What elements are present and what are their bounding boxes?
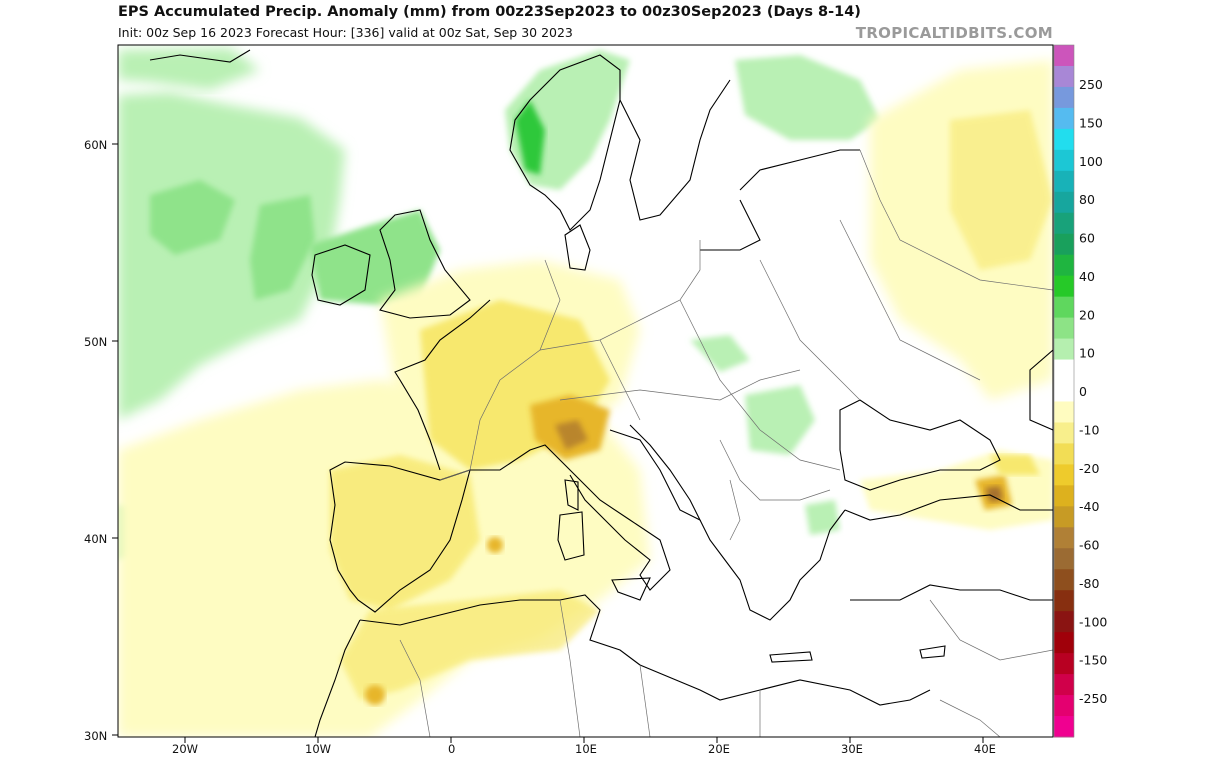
colorbar-swatch	[1054, 254, 1074, 277]
colorbar-swatch	[1054, 296, 1074, 319]
colorbar-label: 150	[1079, 115, 1103, 130]
lon-label-40e: 40E	[974, 742, 996, 756]
colorbar-swatch	[1054, 632, 1074, 654]
colorbar-swatch	[1054, 212, 1074, 235]
colorbar-swatch	[1054, 527, 1074, 549]
colorbar-swatch	[1054, 611, 1074, 633]
colorbar-border	[1053, 44, 1075, 738]
colorbar-label: 100	[1079, 154, 1103, 169]
colorbar-swatch	[1054, 128, 1074, 151]
colorbar-swatch	[1054, 464, 1074, 486]
colorbar-swatch	[1054, 506, 1074, 528]
colorbar-swatch	[1054, 191, 1074, 214]
colorbar-swatch	[1054, 107, 1074, 130]
colorbar-swatch	[1054, 401, 1074, 423]
colorbar-label: -20	[1079, 461, 1099, 476]
site-watermark: TROPICALTIDBITS.COM	[855, 24, 1053, 42]
coastlines	[149, 49, 1053, 737]
init-info: Init: 00z Sep 16 2023 Forecast Hour: [33…	[118, 25, 573, 40]
anomaly-shading	[118, 48, 1053, 737]
colorbar-swatch	[1054, 65, 1074, 88]
colorbar-swatch	[1054, 590, 1074, 612]
colorbar-swatch	[1054, 380, 1074, 402]
colorbar-swatch	[1054, 485, 1074, 507]
colorbar-swatch	[1054, 569, 1074, 591]
lat-label-50n: 50N	[84, 335, 108, 349]
colorbar-label: 10	[1079, 346, 1095, 361]
colorbar-swatch	[1054, 674, 1074, 696]
colorbar-swatch	[1054, 86, 1074, 109]
colorbar-swatch	[1054, 359, 1074, 382]
colorbar-swatch	[1054, 338, 1074, 361]
chart-title: EPS Accumulated Precip. Anomaly (mm) fro…	[118, 4, 861, 20]
colorbar-swatch	[1054, 548, 1074, 570]
colorbar-label: -40	[1079, 499, 1099, 514]
colorbar-swatch	[1054, 716, 1074, 738]
lon-label-10w: 10W	[305, 742, 332, 756]
country-borders	[399, 149, 1053, 737]
colorbar-label: 40	[1079, 269, 1095, 284]
lon-label-20w: 20W	[172, 742, 199, 756]
lon-label-30e: 30E	[841, 742, 863, 756]
colorbar-swatch	[1054, 275, 1074, 298]
colorbar-swatch	[1054, 45, 1074, 67]
colorbar: 25015010080604020100-10-20-40-60-80-100-…	[1053, 44, 1107, 738]
lat-label-60n: 60N	[84, 138, 108, 152]
lat-label-30n: 30N	[84, 729, 108, 743]
colorbar-swatch	[1054, 149, 1074, 172]
colorbar-label: 250	[1079, 77, 1103, 92]
colorbar-label: 0	[1079, 384, 1087, 399]
colorbar-swatch	[1054, 443, 1074, 465]
colorbar-swatch	[1054, 695, 1074, 717]
colorbar-swatch	[1054, 233, 1074, 256]
colorbar-label: 80	[1079, 192, 1095, 207]
colorbar-label: 20	[1079, 307, 1095, 322]
colorbar-label: -250	[1079, 691, 1107, 706]
colorbar-label: -150	[1079, 653, 1107, 668]
lon-label-0: 0	[448, 742, 456, 756]
colorbar-swatch	[1054, 317, 1074, 340]
colorbar-label: 60	[1079, 231, 1095, 246]
axis-ticks	[112, 143, 984, 743]
colorbar-label: -80	[1079, 576, 1099, 591]
lon-label-10e: 10E	[575, 742, 597, 756]
colorbar-swatch	[1054, 170, 1074, 193]
lat-label-40n: 40N	[84, 532, 108, 546]
colorbar-swatch	[1054, 422, 1074, 444]
lon-label-20e: 20E	[708, 742, 730, 756]
colorbar-label: -100	[1079, 614, 1107, 629]
colorbar-label: -10	[1079, 422, 1099, 437]
colorbar-label: -60	[1079, 538, 1099, 553]
colorbar-swatch	[1054, 653, 1074, 675]
map-frame	[117, 44, 1054, 738]
